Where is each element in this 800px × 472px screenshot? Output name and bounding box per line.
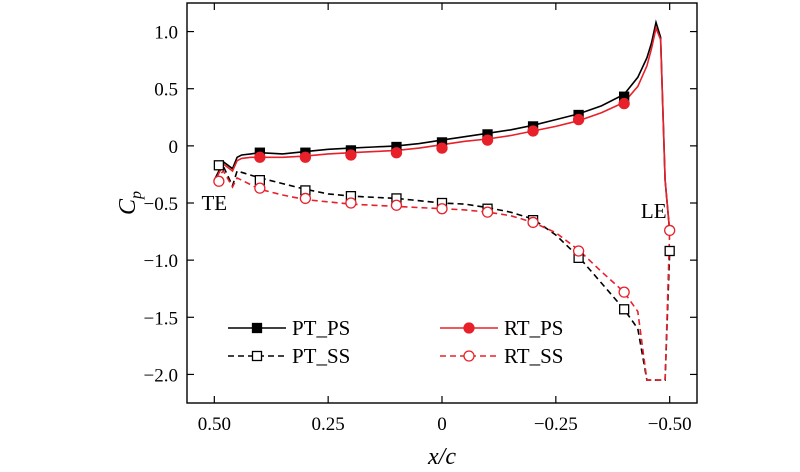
data-point-rt-ss (618, 286, 630, 298)
data-point-rt-ss (436, 203, 448, 215)
data-point-pt-ss (618, 304, 630, 315)
y-axis-title: Cp (115, 191, 145, 215)
data-point-rt-ss (254, 182, 266, 194)
data-point-rt-ss (664, 224, 676, 237)
y-axis-title-main: C (115, 198, 141, 215)
data-point-pt-ss (664, 245, 675, 257)
x-tick-label: 0.50 (198, 414, 231, 435)
data-point-rt-ps (254, 151, 266, 163)
y-tick-label: 0 (169, 137, 179, 158)
annotation-le: LE (641, 199, 667, 223)
y-tick-label: 0.5 (154, 80, 178, 101)
data-point-rt-ps (618, 97, 630, 110)
x-axis: 0.50 0.25 0 −0.25 −0.50 (198, 3, 692, 435)
data-point-rt-ps (527, 125, 539, 137)
series-line-pt-ss (214, 164, 671, 381)
y-axis: 1.0 0.5 0 −0.5 −1.0 −1.5 −2.0 (144, 23, 697, 386)
x-axis-title: x/c (427, 444, 456, 470)
legend-marker-rt-ss (463, 350, 475, 362)
legend-marker-pt-ss (251, 350, 263, 362)
data-point-rt-ss (390, 199, 403, 211)
data-point-rt-ss (213, 175, 225, 187)
y-axis-title-sub: p (128, 191, 145, 200)
y-tick-label: 1.0 (154, 23, 178, 44)
y-tick-label: −2.0 (144, 365, 178, 386)
data-point-rt-ss (481, 206, 494, 218)
series-line-rt-ps (213, 25, 671, 232)
legend-marker-rt-ps (463, 322, 475, 334)
legend-label-rt-ps: RT_PS (504, 316, 563, 340)
x-tick-label: 0.25 (312, 414, 345, 435)
data-point-rt-ps (390, 147, 403, 159)
legend-label-pt-ss: PT_SS (292, 344, 350, 368)
data-point-rt-ps (481, 134, 494, 146)
y-tick-label: −1.0 (144, 251, 178, 272)
legend: PT_PS RT_PS PT_SS RT_SS (228, 316, 563, 368)
data-point-rt-ps (436, 142, 448, 154)
annotation-te: TE (201, 191, 227, 215)
x-tick-label: −0.50 (648, 414, 692, 435)
data-point-rt-ss (572, 245, 585, 257)
data-point-rt-ss (345, 197, 357, 209)
y-tick-label: −0.5 (144, 194, 178, 215)
marker-layer (213, 91, 676, 315)
data-point-pt-ss (213, 160, 225, 171)
data-point-rt-ps (345, 149, 357, 161)
data-point-rt-ps (572, 113, 585, 126)
y-tick-label: −1.5 (144, 308, 178, 329)
data-point-rt-ps (299, 151, 312, 163)
data-point-rt-ss (527, 216, 539, 229)
legend-label-pt-ps: PT_PS (292, 316, 350, 340)
series-line-pt-ps (213, 19, 671, 232)
legend-marker-pt-ps (251, 322, 263, 334)
x-tick-label: 0 (437, 414, 447, 435)
x-tick-label: −0.25 (534, 414, 578, 435)
annotation-layer: TE LE (201, 191, 666, 223)
data-point-rt-ss (299, 192, 312, 205)
legend-label-rt-ss: RT_SS (504, 344, 563, 368)
